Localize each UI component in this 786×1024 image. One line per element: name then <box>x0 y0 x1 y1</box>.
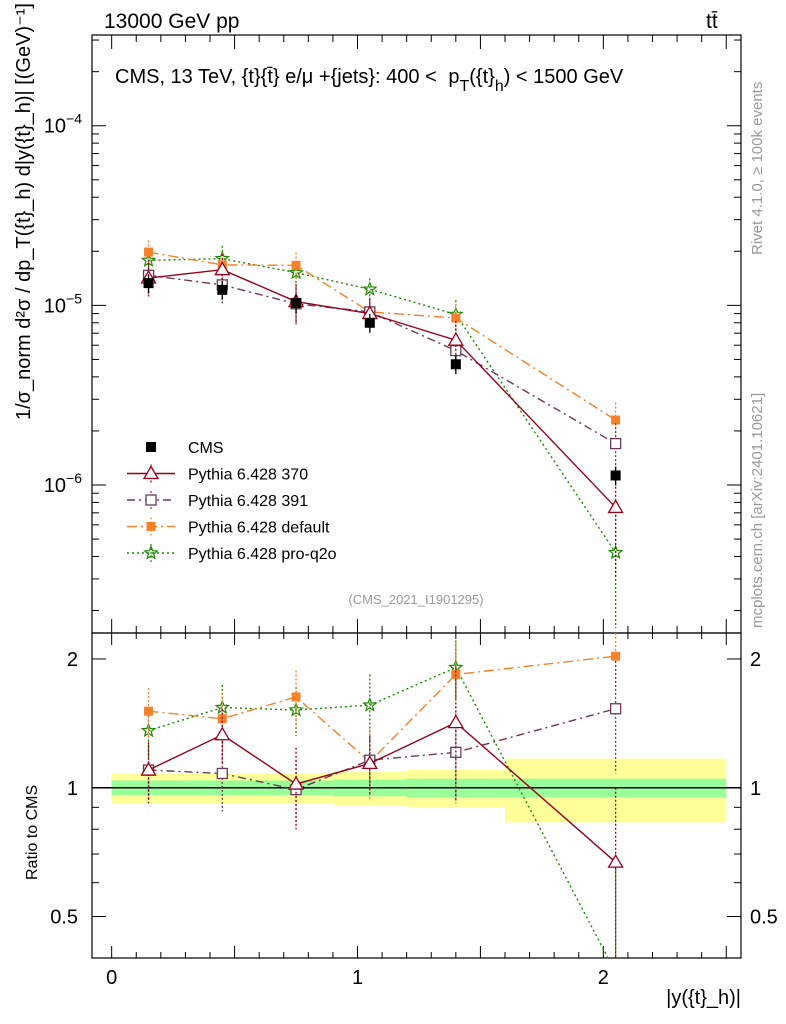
main-point-proq2o <box>362 281 378 296</box>
main-point-cms <box>450 359 461 370</box>
main-series-proq2o <box>140 245 624 629</box>
main-point-p370 <box>447 331 464 346</box>
legend-marker-p391 <box>145 494 157 506</box>
ratio-point-p370 <box>447 714 464 729</box>
main-point-p370 <box>607 499 624 514</box>
legend-label-p370: Pythia 6.428 370 <box>188 467 308 484</box>
main-y-tick-label: 10−4 <box>44 111 82 138</box>
ratio-y-tick-label-left: 1 <box>67 778 78 800</box>
main-series-cms <box>143 274 621 486</box>
main-point-p391 <box>609 437 622 450</box>
main-plot-frame <box>91 34 742 634</box>
main-point-default <box>451 313 461 323</box>
ratio-point-default <box>144 706 154 716</box>
main-point-p370 <box>214 261 231 276</box>
main-point-default <box>611 415 621 425</box>
main-y-ticks: 10−6 10−5 10−4 <box>44 39 741 612</box>
main-y-axis-label: 1/σ_norm d²σ / dp_T({t}_h) d|y({t}_h)| [… <box>13 3 35 420</box>
main-point-proq2o <box>288 264 304 280</box>
ratio-y-tick-label-right: 1 <box>750 778 761 800</box>
legend-marker-p370 <box>142 465 160 480</box>
legend-item-cms: CMS <box>146 440 224 457</box>
ratio-line-p370 <box>148 721 617 863</box>
legend-marker-proq2o <box>143 544 159 560</box>
main-point-default <box>291 260 301 270</box>
legend-label-proq2o: Pythia 6.428 pro-q2o <box>188 546 337 563</box>
ratio-point-p370 <box>214 726 231 741</box>
legend-item-default: Pythia 6.428 default <box>127 517 330 537</box>
legend-item-proq2o: Pythia 6.428 pro-q2o <box>127 544 337 563</box>
main-point-cms <box>217 284 228 295</box>
analysis-label: (CMS_2021_I1901295) <box>348 592 483 607</box>
main-y-tick-label: 10−6 <box>44 470 82 497</box>
ratio-plot-panel: 0.5 0.5 1 1 2 2 0 1 2 <box>50 632 778 989</box>
x-tick-label: 1 <box>352 967 363 989</box>
ratio-point-p370 <box>607 853 624 868</box>
legend-label-p391: Pythia 6.428 391 <box>188 493 308 510</box>
ratio-x-ticks: 0 1 2 <box>106 633 727 989</box>
main-plot-panel: 10−6 10−5 10−4 CMS, 13 TeV, {t}{t̄} e/μ +{… <box>44 34 742 634</box>
ratio-y-tick-label-right: 0.5 <box>750 907 778 929</box>
main-series-group <box>140 240 624 629</box>
main-point-cms <box>610 470 621 481</box>
ratio-point-default <box>451 669 461 679</box>
legend-label-cms: CMS <box>188 440 224 457</box>
ratio-point-default <box>291 692 301 702</box>
legend-marker-cms <box>146 442 156 452</box>
mcplots-label: mcplots.cern.ch [arXiv:2401.10621] <box>749 393 766 628</box>
rivet-label: Rivet 4.1.0, ≥ 100k events <box>749 82 766 255</box>
header-right-label: tt̄ <box>706 10 718 33</box>
ratio-y-tick-label-right: 2 <box>750 649 761 671</box>
main-line-p391 <box>148 274 616 445</box>
header-left-label: 13000 GeV pp <box>104 10 239 33</box>
ratio-plot-frame <box>91 632 742 959</box>
ratio-uncertainty-bands <box>92 758 741 823</box>
ratio-line-default <box>148 655 616 763</box>
ratio-point-proq2o <box>288 701 304 717</box>
ratio-point-p391 <box>609 703 622 715</box>
main-x-ticks <box>111 35 727 633</box>
main-line-p370 <box>148 268 617 508</box>
ratio-point-p391 <box>216 767 228 780</box>
main-y-tick-label: 10−5 <box>44 290 82 317</box>
main-line-proq2o <box>148 257 617 554</box>
main-point-cms <box>291 298 302 309</box>
x-tick-label: 0 <box>106 967 117 989</box>
plot-title: CMS, 13 TeV, {t}{t̄} e/μ +{jets}: 400 < … <box>115 66 624 95</box>
main-point-cms <box>364 317 375 328</box>
ratio-point-p370 <box>140 761 157 776</box>
main-line-default <box>148 251 617 421</box>
legend-item-p370: Pythia 6.428 370 <box>127 464 308 484</box>
ratio-y-ticks: 0.5 0.5 1 1 2 2 <box>50 649 778 959</box>
ratio-point-proq2o <box>362 696 378 712</box>
ratio-y-tick-label-left: 0.5 <box>50 907 78 929</box>
legend: CMS Pythia 6.428 370 Pythia 6.428 391 Pythi… <box>127 440 337 563</box>
ratio-series-p370 <box>140 666 624 958</box>
legend-item-p391: Pythia 6.428 391 <box>127 491 308 510</box>
main-point-default <box>144 247 154 257</box>
x-axis-label: |y({t}_h)| <box>666 987 741 1009</box>
ratio-y-tick-label-left: 2 <box>67 649 78 671</box>
ratio-point-p370 <box>361 755 378 770</box>
legend-label-default: Pythia 6.428 default <box>188 520 330 537</box>
ratio-point-p370 <box>287 775 305 790</box>
main-y-axis-title: 1/σ_norm d²σ / dp_T({t}_h) d|y({t}_h)| [… <box>13 3 35 420</box>
legend-marker-default <box>146 522 156 531</box>
ratio-series-group <box>140 633 624 959</box>
x-tick-label: 2 <box>598 967 609 989</box>
ratio-point-default <box>611 651 621 661</box>
ratio-y-axis-label: Ratio to CMS <box>24 785 41 880</box>
main-point-cms <box>143 278 154 289</box>
